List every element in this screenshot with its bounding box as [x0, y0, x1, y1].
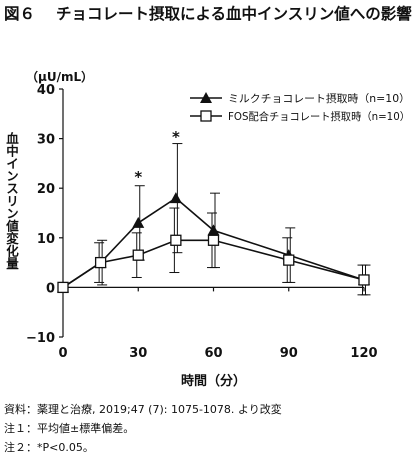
x-tick-label: 120 [350, 346, 377, 361]
figure-number: 図６ [4, 5, 36, 23]
note-1: 注１：平均値±標準偏差。 [4, 422, 135, 435]
y-tick-label: 10 [37, 232, 55, 247]
x-tick-label: 60 [204, 346, 222, 361]
y-axis-unit: （μU/mL） [26, 70, 94, 84]
fos-data-point [170, 234, 182, 246]
milk-data-point [132, 216, 145, 228]
legend-marker-milk [200, 92, 212, 103]
y-tick-label: 0 [46, 281, 55, 296]
legend-label: FOS配合チョコレート摂取時（n=10） [228, 110, 410, 123]
legend-label: ミルクチョコレート摂取時（n=10） [228, 92, 410, 105]
milk-data-point [207, 224, 220, 236]
x-tick-label: 90 [280, 346, 298, 361]
x-tick-label: 30 [129, 346, 147, 361]
fos-data-point [57, 281, 69, 294]
y-axis-label: 血中インスリン値変化量 [4, 132, 19, 270]
figure-title: 図６ チョコレート摂取による血中インスリン値への影響 [4, 4, 416, 24]
y-tick-label: 40 [37, 83, 55, 98]
significance-asterisk: * [134, 168, 142, 186]
note-2: 注２：*P<0.05。 [4, 441, 94, 454]
fos-data-point [94, 256, 107, 269]
y-tick-label: 20 [37, 182, 55, 197]
fos-data-point [132, 249, 144, 261]
fos-data-point [207, 234, 220, 246]
y-tick-label: 30 [37, 133, 55, 148]
legend-marker-fos [200, 110, 212, 122]
milk-data-point [169, 192, 182, 204]
x-tick-label: 0 [58, 346, 67, 361]
figure-title-text: チョコレート摂取による血中インスリン値への影響 [56, 5, 412, 23]
fos-data-point [283, 254, 295, 266]
fos-series-line [62, 239, 365, 289]
figure-notes: 資料：薬理と治療, 2019;47 (7): 1075-1078. より改変 注… [4, 400, 418, 457]
fos-data-point [358, 274, 370, 286]
source-note: 資料：薬理と治療, 2019;47 (7): 1075-1078. より改変 [4, 403, 282, 416]
x-axis-label: 時間（分） [181, 373, 246, 389]
y-tick-label: −10 [26, 331, 55, 346]
significance-asterisk: * [172, 128, 180, 146]
